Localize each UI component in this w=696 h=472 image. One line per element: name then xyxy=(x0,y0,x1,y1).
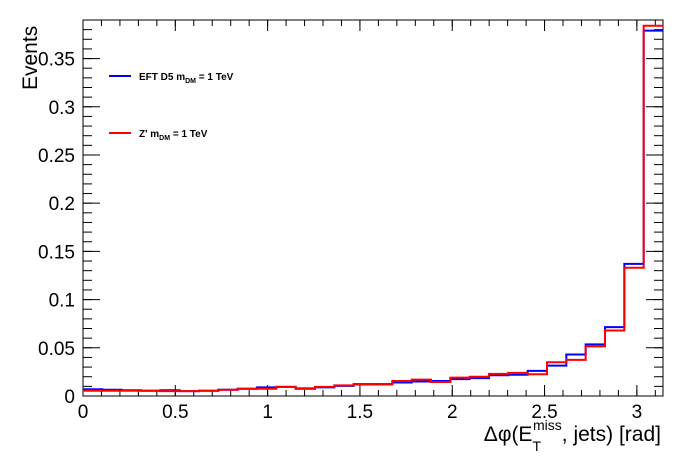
y-tick-label: 0.35 xyxy=(38,50,75,71)
y-axis-ticks: 0 0.05 0.1 0.15 0.2 0.25 0.3 0.35 xyxy=(38,19,663,408)
legend-label-eft-tail: = 1 TeV xyxy=(196,72,234,83)
legend: EFT D5 mDM = 1 TeV Z' mDM = 1 TeV xyxy=(109,72,234,142)
legend-label-zprime-main: Z' m xyxy=(139,129,159,140)
y-tick-label: 0.25 xyxy=(38,146,75,167)
legend-label-eft: EFT D5 mDM = 1 TeV xyxy=(139,72,234,85)
series-layer xyxy=(83,24,663,393)
x-axis-title-suffix: , jets) [rad] xyxy=(562,423,661,446)
legend-label-eft-sub: DM xyxy=(185,78,196,85)
legend-entry-zprime: Z' mDM = 1 TeV xyxy=(109,129,208,142)
x-tick-label: 3 xyxy=(632,402,643,423)
y-tick-label: 0.15 xyxy=(38,242,75,263)
legend-label-zprime-tail: = 1 TeV xyxy=(170,129,208,140)
y-tick-label: 0 xyxy=(64,387,75,408)
x-axis-title-main: Δφ(E xyxy=(484,423,533,446)
x-tick-label: 2.5 xyxy=(531,402,557,423)
plot-frame xyxy=(82,19,664,397)
x-axis-ticks: 0 0.5 1 1.5 2 2.5 3 xyxy=(78,20,656,423)
y-tick-label: 0.2 xyxy=(49,194,75,215)
series-zprime-line xyxy=(83,24,663,393)
x-tick-label: 1.5 xyxy=(347,402,373,423)
x-axis-title-sup: miss xyxy=(533,417,562,433)
y-tick-label: 0.05 xyxy=(38,339,75,360)
legend-entry-eft: EFT D5 mDM = 1 TeV xyxy=(109,72,234,85)
x-tick-label: 0.5 xyxy=(162,402,188,423)
series-eft-d5-line xyxy=(83,29,663,393)
x-tick-label: 2 xyxy=(447,402,458,423)
y-tick-label: 0.1 xyxy=(49,291,75,312)
legend-label-eft-main: EFT D5 m xyxy=(139,72,185,83)
x-tick-label: 0 xyxy=(78,402,89,423)
x-axis-title: Δφ(ETmiss, jets) [rad] xyxy=(484,417,661,454)
legend-label-zprime-sub: DM xyxy=(159,135,170,142)
x-axis-title-sub: T xyxy=(532,438,541,454)
legend-label-zprime: Z' mDM = 1 TeV xyxy=(139,129,208,142)
x-tick-label: 1 xyxy=(262,402,273,423)
y-axis-title: Events xyxy=(19,26,42,90)
y-tick-label: 0.3 xyxy=(49,98,75,119)
